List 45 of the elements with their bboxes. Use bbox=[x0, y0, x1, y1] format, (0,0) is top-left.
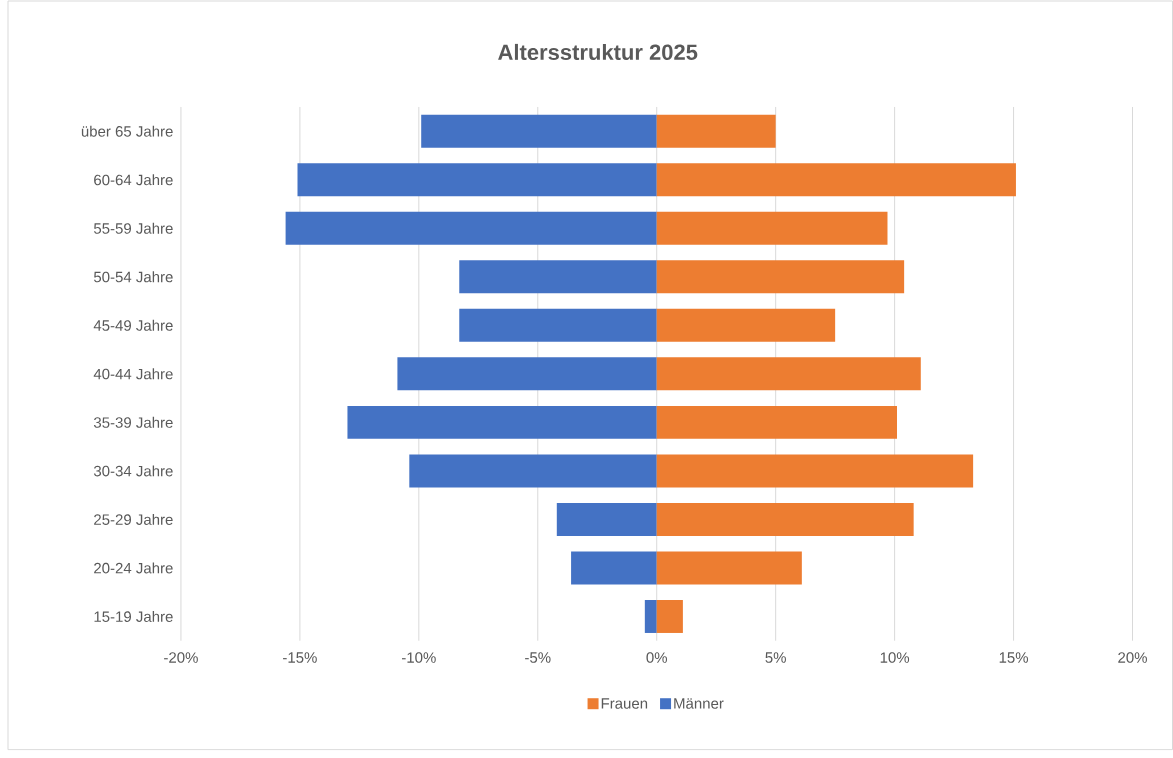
y-tick-label: 60-64 Jahre bbox=[94, 174, 173, 186]
x-tick-label: 20% bbox=[1118, 652, 1147, 664]
x-tick-label: 0% bbox=[646, 652, 668, 664]
x-tick-label: -5% bbox=[525, 652, 551, 663]
y-tick-label: 50-54 Jahre bbox=[93, 271, 173, 283]
bar bbox=[656, 308, 836, 342]
y-tick-label: 15-19 Jahre bbox=[94, 611, 173, 623]
bar bbox=[656, 357, 921, 391]
bar bbox=[397, 357, 657, 391]
bar bbox=[556, 503, 657, 537]
y-tick-label: 40-44 Jahre bbox=[93, 368, 173, 380]
x-tick-label: 15% bbox=[999, 652, 1029, 663]
bar bbox=[656, 163, 1016, 197]
bar bbox=[421, 114, 657, 148]
bar bbox=[656, 503, 914, 537]
y-tick-label: 45-49 Jahre bbox=[93, 319, 173, 331]
y-tick-label: 35-39 Jahre bbox=[93, 417, 173, 429]
bar bbox=[656, 551, 802, 585]
bar bbox=[409, 454, 657, 488]
x-tick-label: 5% bbox=[765, 652, 786, 663]
legend-label: Frauen bbox=[601, 698, 648, 709]
bar bbox=[459, 308, 657, 342]
y-tick-label: 20-24 Jahre bbox=[94, 562, 173, 574]
x-tick-label: 10% bbox=[880, 652, 910, 664]
bar bbox=[571, 551, 657, 585]
bar bbox=[285, 211, 657, 245]
bar bbox=[656, 406, 897, 440]
chart-title: Altersstruktur 2025 bbox=[498, 44, 698, 61]
y-tick-label: 55-59 Jahre bbox=[93, 222, 173, 234]
legend-label: Männer bbox=[674, 698, 724, 709]
x-tick-label: -10% bbox=[401, 652, 436, 664]
x-tick-label: -20% bbox=[164, 652, 198, 664]
bar bbox=[656, 260, 905, 294]
x-tick-label: -15% bbox=[283, 652, 317, 663]
bar bbox=[656, 600, 683, 634]
bar bbox=[656, 211, 888, 245]
bar bbox=[656, 454, 974, 488]
y-tick-label: 25-29 Jahre bbox=[94, 514, 173, 526]
bar bbox=[656, 114, 776, 148]
y-tick-label: über 65 Jahre bbox=[81, 125, 173, 137]
y-tick-label: 30-34 Jahre bbox=[93, 465, 173, 477]
bar bbox=[459, 260, 657, 294]
bar bbox=[297, 163, 657, 197]
bar bbox=[644, 600, 657, 634]
bar bbox=[347, 406, 657, 440]
